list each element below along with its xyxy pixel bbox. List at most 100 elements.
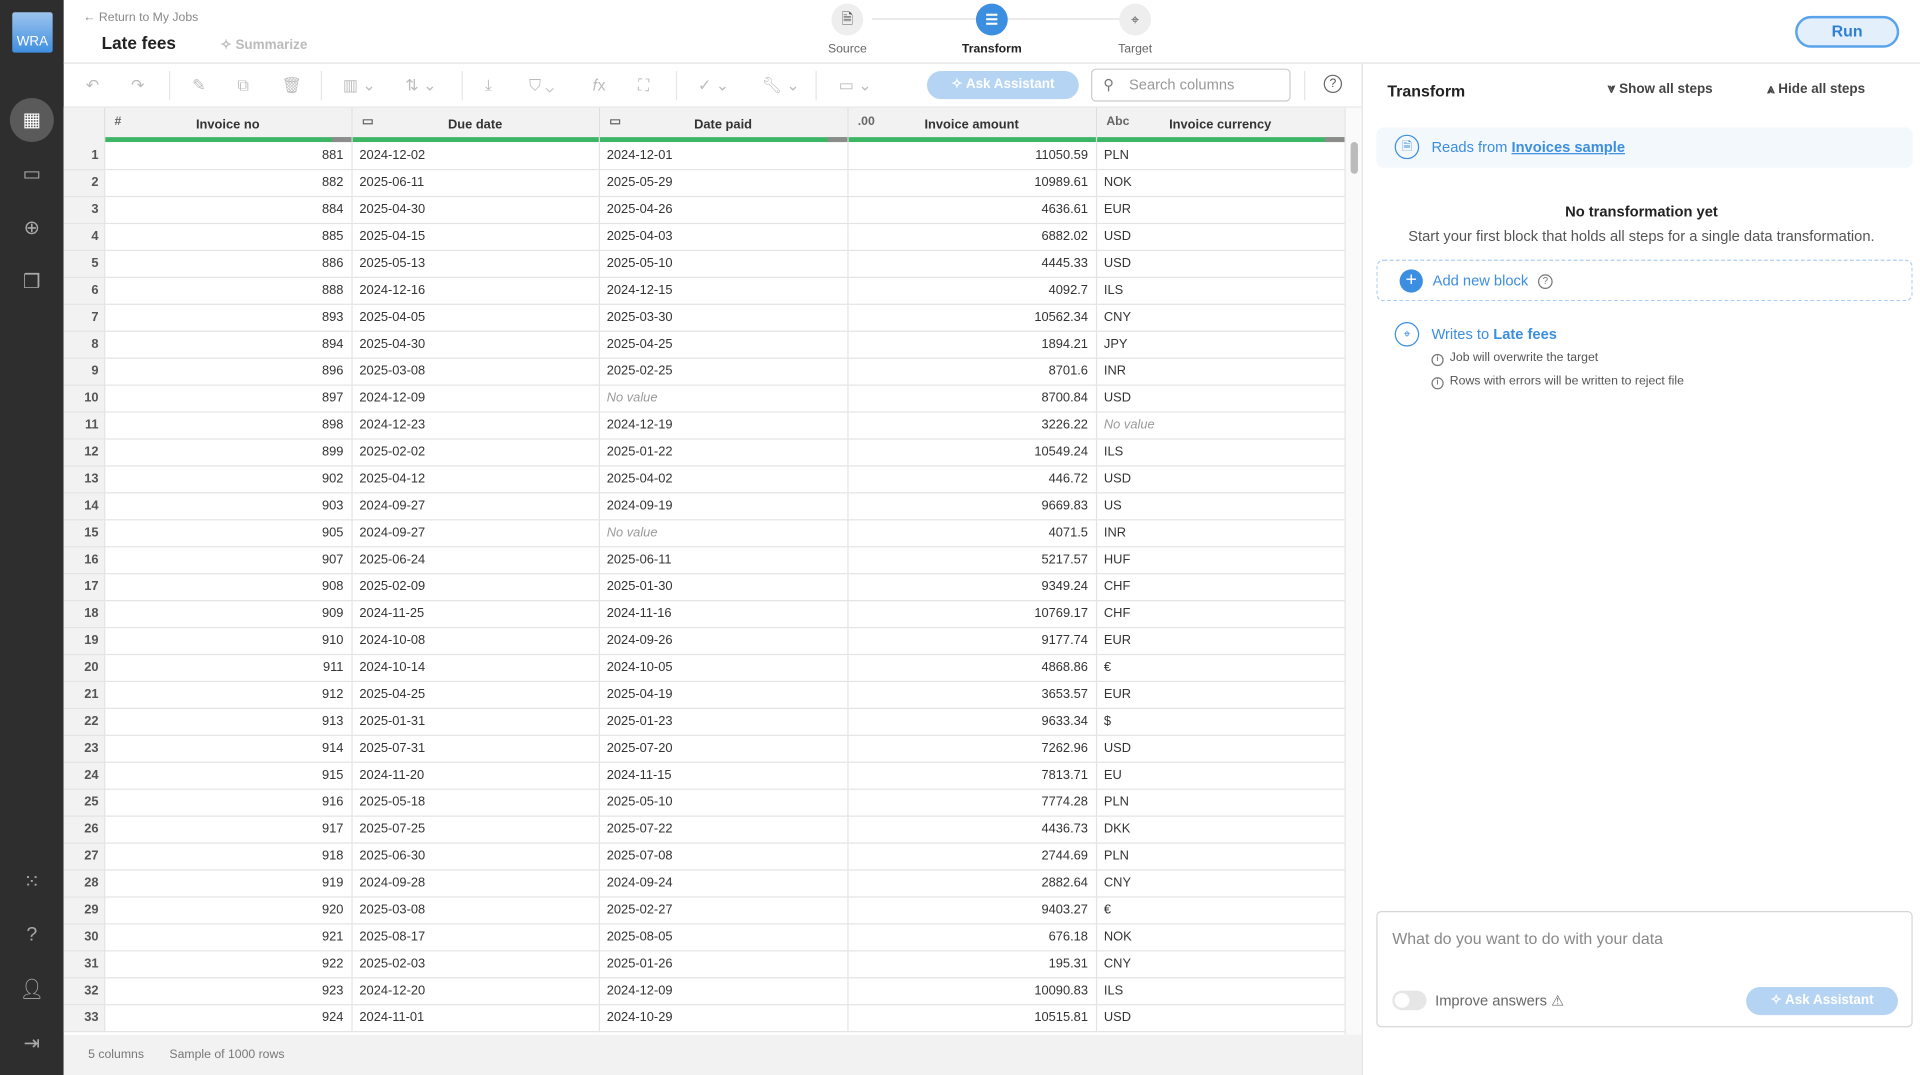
- table-cell[interactable]: 920: [104, 896, 353, 924]
- edit-icon[interactable]: ✎: [192, 75, 206, 95]
- table-cell[interactable]: 902: [104, 465, 353, 493]
- table-cell[interactable]: 2024-09-19: [598, 492, 848, 520]
- table-cell[interactable]: 2025-03-08: [351, 357, 600, 386]
- table-cell[interactable]: €: [1095, 653, 1346, 682]
- table-cell[interactable]: 2025-04-30: [351, 330, 600, 359]
- table-cell[interactable]: No value: [598, 384, 848, 413]
- table-cell[interactable]: 676.18: [847, 923, 1097, 951]
- table-cell[interactable]: 2024-12-09: [351, 384, 600, 413]
- table-cell[interactable]: EUR: [1095, 195, 1346, 224]
- return-link[interactable]: ← Return to My Jobs: [83, 11, 199, 25]
- table-cell[interactable]: 1894.21: [847, 330, 1097, 359]
- table-cell[interactable]: 2025-04-25: [598, 330, 848, 359]
- table-cell[interactable]: 907: [104, 546, 353, 574]
- table-cell[interactable]: 10562.34: [847, 303, 1097, 332]
- table-cell[interactable]: 7774.28: [847, 788, 1097, 817]
- table-cell[interactable]: 2025-04-19: [598, 680, 848, 709]
- table-cell[interactable]: EUR: [1095, 680, 1346, 709]
- table-cell[interactable]: 899: [104, 438, 353, 466]
- table-cell[interactable]: 888: [104, 276, 353, 305]
- table-cell[interactable]: NOK: [1095, 923, 1346, 951]
- copy-icon[interactable]: ⧉: [237, 75, 249, 95]
- table-cell[interactable]: 2025-07-20: [598, 734, 848, 763]
- table-cell[interactable]: 6882.02: [847, 222, 1097, 251]
- table-cell[interactable]: 2025-01-22: [598, 438, 848, 466]
- table-cell[interactable]: 2025-05-13: [351, 249, 600, 278]
- table-cell[interactable]: 2025-03-08: [351, 896, 600, 924]
- table-cell[interactable]: 908: [104, 573, 353, 601]
- table-cell[interactable]: 446.72: [847, 465, 1097, 493]
- table-cell[interactable]: 921: [104, 923, 353, 951]
- table-cell[interactable]: EUR: [1095, 626, 1346, 655]
- table-cell[interactable]: 10989.61: [847, 168, 1097, 197]
- table-cell[interactable]: 2025-01-23: [598, 707, 848, 736]
- table-cell[interactable]: 2025-04-02: [598, 465, 848, 493]
- table-cell[interactable]: 919: [104, 869, 353, 897]
- table-cell[interactable]: PLN: [1095, 142, 1346, 170]
- table-cell[interactable]: 2025-06-30: [351, 842, 600, 871]
- source-link[interactable]: Invoices sample: [1511, 138, 1626, 156]
- table-cell[interactable]: JPY: [1095, 330, 1346, 359]
- table-cell[interactable]: 2025-07-25: [351, 815, 600, 844]
- search-columns-input[interactable]: ⚲ Search columns: [1091, 68, 1291, 102]
- sort-icon[interactable]: ⇅ ⌄: [405, 75, 437, 95]
- table-cell[interactable]: 4868.86: [847, 653, 1097, 682]
- table-cell[interactable]: 10515.81: [847, 1004, 1097, 1032]
- table-cell[interactable]: 2025-02-25: [598, 357, 848, 386]
- table-cell[interactable]: ILS: [1095, 438, 1346, 466]
- table-cell[interactable]: 2744.69: [847, 842, 1097, 871]
- table-cell[interactable]: CHF: [1095, 573, 1346, 601]
- table-cell[interactable]: 882: [104, 168, 353, 197]
- table-cell[interactable]: 2024-12-02: [351, 142, 600, 170]
- column-header[interactable]: Abc Invoice currency: [1095, 107, 1346, 143]
- table-cell[interactable]: 2025-04-25: [351, 680, 600, 709]
- validate-icon[interactable]: ✓ ⌄: [697, 75, 730, 95]
- table-cell[interactable]: US: [1095, 492, 1346, 520]
- table-cell[interactable]: 2024-09-27: [351, 519, 600, 547]
- summarize-button[interactable]: ✧ Summarize: [220, 37, 307, 53]
- table-cell[interactable]: 2024-12-15: [598, 276, 848, 305]
- table-cell[interactable]: 2025-01-31: [351, 707, 600, 736]
- table-cell[interactable]: 884: [104, 195, 353, 224]
- sidebar-user-icon[interactable]: 👤︎: [19, 979, 45, 1001]
- table-cell[interactable]: 2025-04-15: [351, 222, 600, 251]
- table-cell[interactable]: 8700.84: [847, 384, 1097, 413]
- show-all-steps-button[interactable]: ⩔ Show all steps: [1608, 82, 1713, 98]
- table-cell[interactable]: 894: [104, 330, 353, 359]
- improve-answers-toggle[interactable]: [1392, 990, 1427, 1011]
- table-cell[interactable]: 2025-05-10: [598, 249, 848, 278]
- table-cell[interactable]: 2024-09-28: [351, 869, 600, 897]
- help-icon[interactable]: ?: [1538, 274, 1553, 289]
- table-cell[interactable]: 5217.57: [847, 546, 1097, 574]
- table-cell[interactable]: 2024-09-24: [598, 869, 848, 897]
- table-cell[interactable]: 2025-06-24: [351, 546, 600, 574]
- table-cell[interactable]: CNY: [1095, 869, 1346, 897]
- table-cell[interactable]: 2024-12-23: [351, 411, 600, 439]
- formula-icon[interactable]: 𝑓x: [592, 75, 606, 95]
- table-cell[interactable]: 11050.59: [847, 142, 1097, 170]
- table-cell[interactable]: 903: [104, 492, 353, 520]
- table-cell[interactable]: 2025-05-18: [351, 788, 600, 817]
- table-cell[interactable]: 2025-04-26: [598, 195, 848, 224]
- table-cell[interactable]: 2882.64: [847, 869, 1097, 897]
- table-cell[interactable]: 195.31: [847, 950, 1097, 978]
- table-cell[interactable]: 912: [104, 680, 353, 709]
- table-cell[interactable]: 893: [104, 303, 353, 332]
- table-cell[interactable]: HUF: [1095, 546, 1346, 574]
- table-cell[interactable]: INR: [1095, 519, 1346, 547]
- step-source[interactable]: 🗎︎ Source: [811, 3, 884, 56]
- table-cell[interactable]: 7813.71: [847, 761, 1097, 790]
- sidebar-help-icon[interactable]: ?: [26, 924, 38, 946]
- add-new-block-button[interactable]: + Add new block?: [1376, 259, 1913, 302]
- ask-assistant-button[interactable]: ✧ Ask Assistant: [926, 71, 1079, 100]
- table-cell[interactable]: 2024-11-01: [351, 1004, 600, 1032]
- table-cell[interactable]: 4092.7: [847, 276, 1097, 305]
- table-cell[interactable]: 905: [104, 519, 353, 547]
- table-cell[interactable]: 2025-07-31: [351, 734, 600, 763]
- table-cell[interactable]: 2025-05-10: [598, 788, 848, 817]
- table-cell[interactable]: 2025-06-11: [598, 546, 848, 574]
- map-icon[interactable]: ⛶: [637, 75, 650, 95]
- table-cell[interactable]: USD: [1095, 384, 1346, 413]
- table-cell[interactable]: ILS: [1095, 276, 1346, 305]
- help-icon[interactable]: ?: [1323, 74, 1343, 94]
